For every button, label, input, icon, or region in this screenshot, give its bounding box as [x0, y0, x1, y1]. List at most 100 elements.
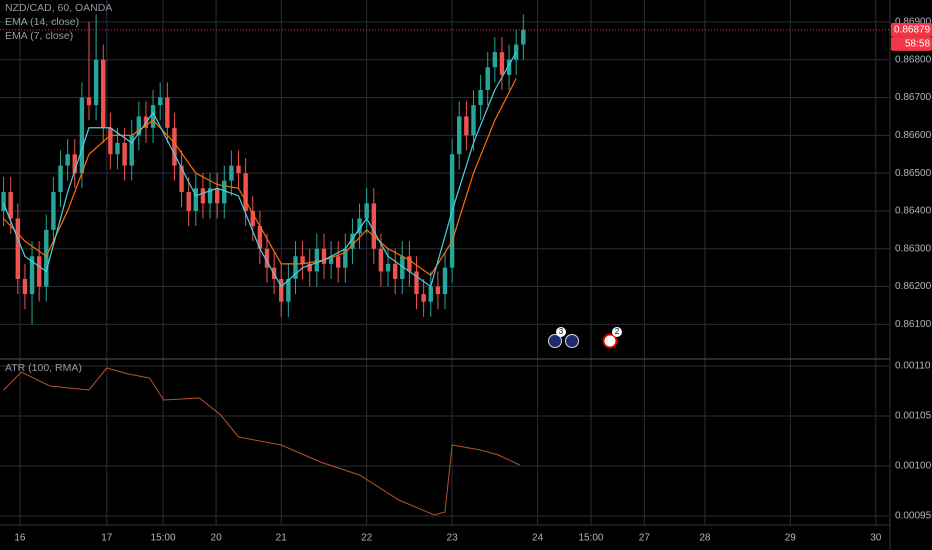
x-tick-label: 28	[699, 533, 711, 544]
y2-tick-label: 0.00100	[895, 461, 932, 472]
y-tick-label: 0.86400	[895, 206, 932, 217]
y-tick-label: 0.86600	[895, 130, 932, 141]
indicator-name: ATR (100, RMA)	[5, 362, 82, 374]
candle-body	[414, 271, 419, 295]
chart-title: NZD/CAD, 60, OANDA	[5, 2, 112, 14]
candle-body	[421, 294, 426, 302]
indicator-line	[3, 367, 520, 516]
candle-body	[129, 135, 134, 166]
y2-tick-label: 0.00105	[895, 411, 932, 422]
event-flag[interactable]	[548, 334, 562, 348]
candle-body	[36, 256, 42, 287]
x-tick-label: 17	[101, 533, 113, 544]
ema-line	[3, 51, 517, 288]
candle-body	[193, 188, 198, 211]
countdown-box	[891, 36, 932, 51]
candle-body	[257, 226, 263, 249]
candle-body	[307, 263, 312, 272]
candle-body	[485, 67, 490, 90]
candle-body	[250, 210, 255, 227]
last-price-box	[891, 22, 932, 37]
candle-body	[350, 233, 355, 249]
candle-body	[108, 127, 113, 155]
candle-body	[385, 263, 391, 272]
candle-body	[179, 165, 184, 193]
candle-body	[506, 59, 512, 75]
candle-body	[478, 89, 483, 106]
candle-body	[165, 97, 170, 128]
countdown-label: 58:58	[905, 39, 930, 50]
candle-body	[378, 248, 384, 272]
candle-body	[371, 203, 376, 249]
candle-body	[328, 256, 334, 264]
candle-body	[357, 218, 362, 234]
candle-body	[336, 256, 341, 268]
y-tick-label: 0.86500	[895, 168, 932, 179]
candle-body	[428, 286, 433, 302]
y2-tick-label: 0.00095	[895, 511, 932, 522]
y2-tick-label: 0.00110	[895, 361, 931, 372]
candle-body	[286, 278, 291, 302]
y-tick-label: 0.86700	[895, 92, 932, 103]
x-tick-label: 24	[532, 533, 544, 544]
candle-body	[279, 278, 284, 302]
x-tick-label: 29	[785, 533, 797, 544]
y-tick-label: 0.86800	[895, 54, 932, 65]
candle-body	[51, 192, 56, 230]
y-tick-label: 0.86300	[895, 243, 932, 254]
candle-body	[521, 29, 526, 45]
event-badge	[556, 327, 566, 337]
candle-body	[314, 248, 320, 272]
legend-entry: EMA (7, close)	[5, 30, 73, 42]
x-tick-label: 30	[870, 533, 882, 544]
event-flag[interactable]	[565, 334, 579, 348]
candle-body	[207, 188, 213, 204]
candle-body	[15, 218, 20, 279]
y-tick-label: 0.86100	[895, 319, 932, 330]
grid	[0, 0, 890, 525]
candle-body	[150, 105, 156, 128]
candle-body	[435, 286, 441, 295]
x-tick-label: 16	[14, 533, 26, 544]
candle-body	[222, 180, 227, 204]
candle-body	[243, 173, 248, 211]
candle-body	[44, 229, 49, 287]
candle-body	[136, 116, 142, 136]
candle-body	[264, 248, 270, 268]
event-count: 2	[615, 327, 620, 336]
candle-body	[492, 52, 498, 68]
legend-entry: EMA (14, close)	[5, 16, 79, 28]
candle-body	[58, 165, 63, 193]
x-tick-label: 27	[639, 533, 651, 544]
candle-body	[158, 97, 163, 106]
candle-body	[392, 263, 398, 279]
ema-line	[3, 78, 517, 277]
plot	[1, 14, 526, 516]
candle-body	[86, 97, 92, 106]
candle-body	[186, 192, 191, 211]
x-tick-label: 15:00	[151, 533, 176, 544]
event-flag[interactable]	[602, 333, 618, 349]
candle-body	[300, 256, 305, 264]
x-tick-label: 21	[276, 533, 288, 544]
candle-body	[464, 116, 469, 136]
candle-body	[457, 116, 462, 155]
candle-body	[442, 267, 448, 295]
candle-body	[8, 192, 13, 219]
candle-body	[514, 44, 519, 60]
candle-body	[72, 154, 77, 174]
candle-body	[101, 59, 106, 128]
candle-body	[229, 165, 234, 181]
event-count: 3	[559, 327, 564, 336]
candle-body	[343, 248, 348, 268]
event-markers[interactable]: 3 2	[548, 327, 623, 349]
candle-body	[79, 97, 85, 174]
candle-body	[22, 278, 28, 295]
y-tick-label: 0.86900	[895, 17, 932, 28]
candle-body	[93, 59, 99, 106]
candle-body	[65, 154, 70, 166]
candle-body	[172, 127, 177, 166]
event-badge	[612, 327, 622, 337]
